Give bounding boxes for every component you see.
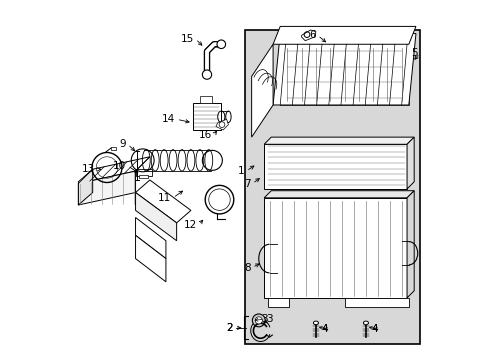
Text: 8: 8 xyxy=(244,262,250,273)
Text: 13: 13 xyxy=(82,164,95,174)
Polygon shape xyxy=(135,180,190,223)
Polygon shape xyxy=(272,26,415,44)
Polygon shape xyxy=(216,119,228,130)
Polygon shape xyxy=(135,217,165,258)
Text: 3: 3 xyxy=(261,314,267,324)
Circle shape xyxy=(202,70,211,79)
Text: 5: 5 xyxy=(410,48,417,58)
Text: 11: 11 xyxy=(158,193,171,203)
Circle shape xyxy=(252,314,264,327)
Polygon shape xyxy=(135,193,176,241)
Circle shape xyxy=(255,317,262,324)
Text: 4: 4 xyxy=(371,324,378,334)
Text: 12: 12 xyxy=(183,220,197,230)
Polygon shape xyxy=(301,30,315,41)
Bar xyxy=(110,147,116,150)
Text: 7: 7 xyxy=(244,179,250,189)
Text: 4: 4 xyxy=(321,324,328,334)
Text: 4: 4 xyxy=(371,324,378,334)
Polygon shape xyxy=(264,191,413,198)
Polygon shape xyxy=(135,235,165,282)
Bar xyxy=(139,175,148,178)
Bar xyxy=(192,103,221,130)
Text: 6: 6 xyxy=(309,30,315,40)
Polygon shape xyxy=(267,298,288,307)
Text: 9: 9 xyxy=(119,139,125,149)
Polygon shape xyxy=(251,44,272,137)
Polygon shape xyxy=(406,137,413,189)
Text: 3: 3 xyxy=(265,314,272,324)
Bar xyxy=(244,30,419,344)
Bar xyxy=(200,96,212,103)
Text: 14: 14 xyxy=(161,114,175,124)
Text: 4: 4 xyxy=(321,324,328,334)
Text: 10: 10 xyxy=(113,161,125,171)
Circle shape xyxy=(217,40,225,49)
Ellipse shape xyxy=(363,321,367,325)
Text: 2: 2 xyxy=(226,323,233,333)
Text: 1: 1 xyxy=(237,166,244,176)
Polygon shape xyxy=(78,157,149,184)
Polygon shape xyxy=(78,169,93,205)
Bar xyxy=(264,198,406,298)
Polygon shape xyxy=(272,33,415,105)
Text: 16: 16 xyxy=(198,130,211,140)
Polygon shape xyxy=(78,171,135,205)
Polygon shape xyxy=(135,169,151,176)
Ellipse shape xyxy=(313,321,318,325)
Polygon shape xyxy=(344,298,408,307)
Bar xyxy=(280,44,408,105)
Polygon shape xyxy=(264,137,413,144)
Text: 15: 15 xyxy=(180,34,193,44)
Text: 2: 2 xyxy=(226,323,233,333)
Bar xyxy=(264,144,406,189)
Polygon shape xyxy=(406,191,413,298)
